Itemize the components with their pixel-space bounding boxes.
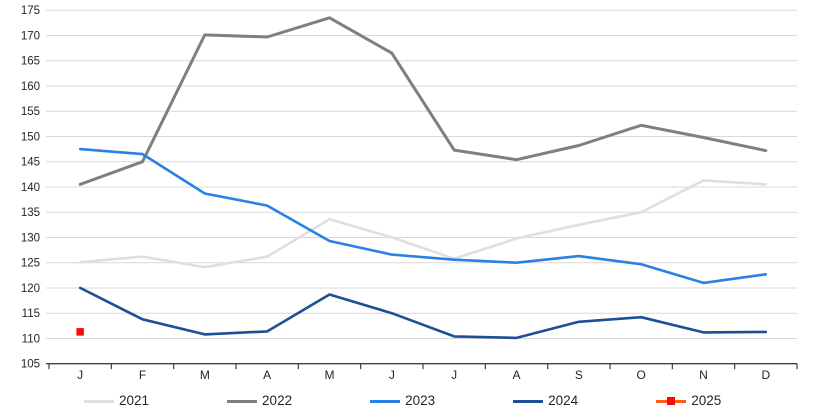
legend-label: 2023	[405, 393, 436, 409]
legend-item-2021: 2021	[84, 394, 149, 408]
x-axis-month-label: M	[325, 368, 335, 382]
legend-line-swatch-2025	[656, 397, 687, 405]
plot-area: 105 110 115 120 125 130 135 140 145 150 155 160 165 1…	[21, 5, 798, 382]
legend-label: 2024	[548, 393, 579, 409]
x-axis-month-label: O	[636, 368, 645, 382]
legend-label: 2022	[262, 393, 293, 409]
series-line-2023	[78, 147, 768, 285]
y-axis-tick-label: 150	[21, 131, 40, 143]
x-axis-month-label: A	[512, 368, 520, 382]
legend-label: 2025	[691, 393, 722, 409]
y-axis-tick-label: 125	[21, 258, 40, 270]
y-axis-tick-label: 175	[21, 5, 40, 17]
x-axis-month-label: F	[139, 368, 146, 382]
legend-line-swatch-2021	[84, 399, 114, 403]
legend-item-2023: 2023	[370, 394, 435, 408]
y-axis-tick-label: 120	[21, 283, 40, 295]
legend-item-2025: 2025	[656, 394, 721, 408]
legend-item-2024: 2024	[513, 394, 578, 408]
legend-line-swatch-2023	[370, 399, 401, 403]
series-marker-2025	[76, 328, 84, 336]
y-axis-tick-label: 155	[21, 106, 40, 118]
y-axis-tick-label: 105	[21, 359, 40, 371]
legend-item-2022: 2022	[227, 394, 292, 408]
y-axis-tick-label: 145	[21, 157, 40, 169]
x-axis-month-label: J	[389, 368, 395, 382]
y-axis-tick-label: 110	[22, 333, 40, 345]
x-axis-month-label: M	[200, 368, 210, 382]
y-axis-tick-label: 115	[22, 308, 40, 320]
y-axis-tick-label: 160	[21, 81, 40, 93]
chart-legend: 2021 2022 2023 2024 2025	[0, 385, 820, 417]
series-line-2024	[78, 286, 768, 340]
y-axis-tick-label: 170	[21, 30, 40, 42]
legend-line-swatch-2022	[227, 399, 258, 403]
y-axis-tick-label: 130	[21, 232, 40, 244]
x-axis-month-label: A	[263, 368, 271, 382]
y-axis-tick-label: 140	[21, 182, 40, 194]
y-axis-tick-label: 135	[21, 207, 40, 219]
series-line-2021	[78, 179, 768, 269]
x-axis-month-label: N	[699, 368, 708, 382]
series-line-2022	[78, 16, 768, 186]
legend-label: 2021	[119, 393, 150, 409]
legend-square-marker-icon	[667, 397, 676, 405]
x-axis-month-label: S	[575, 368, 583, 382]
x-axis-month-label: J	[77, 368, 83, 382]
x-axis-month-label: D	[761, 368, 770, 382]
y-axis-tick-label: 165	[21, 56, 40, 68]
legend-line-swatch-2024	[513, 399, 544, 403]
x-axis-month-label: J	[451, 368, 457, 382]
